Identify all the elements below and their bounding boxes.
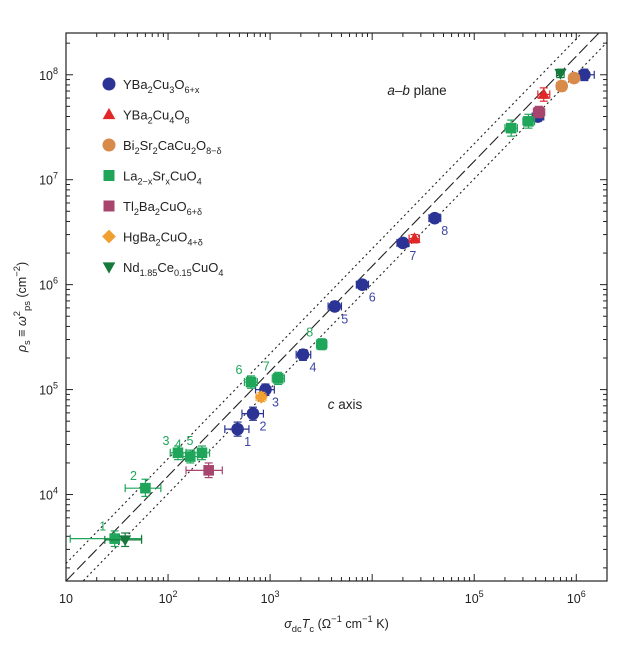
data-point xyxy=(119,535,132,547)
legend-entry: YBa2Cu3O6+x xyxy=(102,77,200,95)
legend-marker xyxy=(102,138,116,152)
legend-marker xyxy=(102,262,116,274)
point-label: 3 xyxy=(272,396,279,410)
data-point xyxy=(203,465,214,476)
data-point xyxy=(537,88,550,99)
y-tick-label: 107 xyxy=(39,171,58,188)
point-label: 6 xyxy=(236,363,243,377)
y-tick-label: 105 xyxy=(39,381,58,398)
point-label: 7 xyxy=(263,359,270,373)
data-point xyxy=(140,482,151,494)
data-point xyxy=(533,106,545,118)
series-1 xyxy=(408,87,551,244)
series-5 xyxy=(254,390,268,404)
point-label: 2 xyxy=(260,420,267,434)
point-label: 2 xyxy=(130,469,137,483)
data-point xyxy=(316,339,327,350)
y-tick-label: 108 xyxy=(39,66,58,83)
legend-label: Tl2Ba2CuO6+δ xyxy=(123,199,202,217)
point-label: 4 xyxy=(310,361,317,375)
legend-marker xyxy=(102,229,116,244)
axis-ticks xyxy=(65,33,608,581)
legend-label: Nd1.85Ce0.15CuO4 xyxy=(123,260,223,278)
bound-line xyxy=(82,41,607,581)
region-label-ab-plane: a–b plane xyxy=(387,83,446,98)
data-point xyxy=(245,376,257,388)
series-2 xyxy=(555,71,581,93)
legend-label: La2−xSrxCuO4 xyxy=(123,169,202,187)
legend-marker xyxy=(103,170,115,181)
data-point xyxy=(172,447,184,459)
legend-entry: YBa2Cu4O8 xyxy=(102,107,190,126)
x-tick-label: 106 xyxy=(567,589,586,606)
x-tick-label: 105 xyxy=(465,589,484,606)
data-point xyxy=(396,236,410,250)
legend-entry: La2−xSrxCuO4 xyxy=(103,169,202,187)
y-axis-label: ρs ≡ ω2ps (cm−2) xyxy=(12,262,33,353)
legend-marker xyxy=(102,77,116,91)
point-label: 4 xyxy=(175,438,182,452)
legend-label: HgBa2CuO4+δ xyxy=(123,230,203,248)
point-label: 5 xyxy=(341,312,348,326)
data-point xyxy=(184,451,196,462)
point-label: 6 xyxy=(369,291,376,305)
data-point xyxy=(231,422,244,436)
bound-line xyxy=(66,33,583,564)
point-label: 8 xyxy=(441,224,448,238)
legend-label: YBa2Cu4O8 xyxy=(123,108,190,126)
y-tick-label: 104 xyxy=(39,486,58,503)
legend-entry: Tl2Ba2CuO6+δ xyxy=(103,199,202,217)
legend-marker xyxy=(102,107,116,120)
data-point xyxy=(578,68,591,82)
x-axis-label: σdcTc (Ω−1 cm−1 K) xyxy=(284,614,389,635)
legend-entry: HgBa2CuO4+δ xyxy=(102,230,203,248)
series-3 xyxy=(69,113,536,548)
data-point xyxy=(554,68,567,80)
data-point xyxy=(296,348,310,362)
data-point xyxy=(505,122,517,134)
data-point xyxy=(109,533,120,544)
point-label: 3 xyxy=(162,434,169,448)
data-point xyxy=(567,71,581,85)
legend-label: Bi2Sr2CaCu2O8−δ xyxy=(123,138,222,156)
data-point xyxy=(408,232,421,244)
x-tick-label: 103 xyxy=(261,589,280,606)
series-4 xyxy=(185,105,546,479)
data-point xyxy=(523,116,534,127)
legend-entry: Bi2Sr2CaCu2O8−δ xyxy=(102,138,222,156)
x-tick-label: 102 xyxy=(159,589,178,606)
legend-marker xyxy=(103,200,115,212)
point-label: 7 xyxy=(409,249,416,263)
data-point xyxy=(555,79,569,93)
legend-label: YBa2Cu3O6+x xyxy=(123,77,200,95)
legend-entry: Nd1.85Ce0.15CuO4 xyxy=(102,260,223,278)
data-point xyxy=(428,211,442,225)
point-label: 1 xyxy=(99,520,106,534)
region-label-c-axis: c axis xyxy=(328,397,363,412)
x-tick-label: 10 xyxy=(59,592,73,606)
data-points xyxy=(69,68,595,548)
data-point xyxy=(254,390,268,404)
data-point xyxy=(196,447,208,459)
point-label: 8 xyxy=(306,325,313,339)
series-6 xyxy=(104,68,567,548)
data-point xyxy=(328,300,342,313)
point-label: 5 xyxy=(187,434,194,448)
data-point xyxy=(355,278,369,291)
legend: YBa2Cu3O6+x YBa2Cu4O8 Bi2Sr2CaCu2O8−δ La2−x… xyxy=(102,77,223,278)
data-point xyxy=(246,407,260,420)
data-point xyxy=(272,373,284,384)
y-tick-label: 106 xyxy=(39,276,58,293)
point-label: 1 xyxy=(244,435,251,449)
